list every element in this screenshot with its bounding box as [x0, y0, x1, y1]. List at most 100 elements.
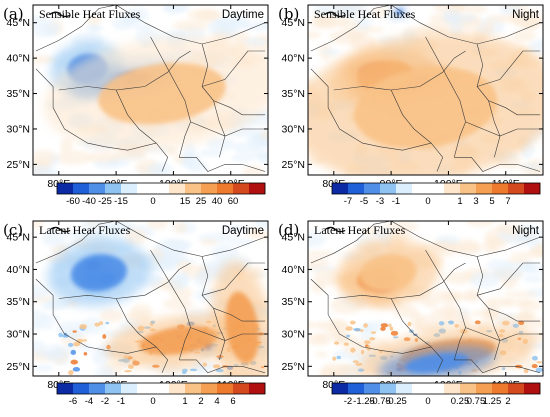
- y-tick-label: 40°N: [7, 53, 30, 65]
- field-speckle: [334, 341, 340, 345]
- field-speckle: [389, 326, 394, 331]
- lake-outline: [49, 226, 71, 233]
- panel-c: 80°E90°E100°E110°E45°N40°N35°N30°N25°N(c…: [3, 220, 269, 407]
- colorbar: -6 -4 -2 -1 0 1 2 4 6: [56, 382, 266, 407]
- field-speckle: [447, 321, 454, 324]
- field-wash: [512, 29, 537, 42]
- colorbar-label: 4: [214, 396, 219, 407]
- field-speckle: [454, 324, 459, 328]
- y-tick-label: 40°N: [7, 264, 30, 276]
- field-speckle: [350, 347, 356, 353]
- field-speckle: [349, 320, 356, 325]
- y-tick-label: 40°N: [282, 264, 305, 276]
- field-wash: [182, 152, 201, 168]
- panel-title: Sensible Heat Fluxes: [314, 7, 416, 21]
- colorbar-label: -2: [344, 396, 352, 407]
- colorbar-swatch: [105, 183, 122, 194]
- field-wash: [463, 5, 488, 14]
- y-tick-label: 35°N: [7, 296, 30, 308]
- colorbar-swatch: [57, 383, 74, 394]
- field-speckle: [79, 323, 88, 330]
- field-wash: [33, 164, 55, 175]
- field-wash: [310, 18, 340, 30]
- colorbar-label: 1: [182, 396, 187, 407]
- field-speckle: [202, 362, 208, 367]
- boundary-line: [35, 221, 266, 264]
- field-speckle: [215, 368, 224, 373]
- field-wash: [199, 149, 223, 157]
- colorbar-label: 0.75: [467, 396, 486, 407]
- field-wash: [206, 137, 236, 151]
- field-speckle: [332, 356, 337, 361]
- colorbar-label: 0: [150, 196, 155, 207]
- field-wash: [33, 55, 56, 64]
- colorbar-swatch: [217, 383, 234, 394]
- boundary-line: [150, 249, 191, 360]
- field-wash: [230, 153, 256, 162]
- boundary-line: [213, 100, 226, 158]
- colorbar-label: -2: [101, 396, 109, 407]
- field-wash: [453, 242, 482, 256]
- boundaries: [35, 5, 266, 172]
- colorbar-swatch: [137, 383, 154, 394]
- colorbar-swatch: [364, 183, 381, 194]
- boundary-line: [202, 50, 266, 87]
- boundary-line: [425, 36, 466, 158]
- boundary-line: [179, 157, 266, 172]
- field-wash: [308, 231, 326, 248]
- field-wash: [33, 310, 48, 326]
- field-feature-core: [70, 254, 127, 291]
- panel-letter: (b): [278, 5, 299, 23]
- colorbar-swatch: [412, 183, 429, 194]
- field-feature-core: [139, 325, 219, 356]
- field-wash: [162, 298, 194, 310]
- field-speckle: [363, 323, 368, 328]
- field-speckle: [380, 323, 389, 328]
- field-speckle: [336, 355, 341, 360]
- field-wash: [517, 264, 543, 274]
- boundary-line: [488, 100, 501, 158]
- panel-title: Latent Heat Fluxes: [39, 223, 131, 237]
- y-tick-label: 30°N: [7, 329, 30, 341]
- colorbar-swatch: [524, 383, 541, 394]
- field-wash: [99, 308, 124, 323]
- boundary-line: [390, 298, 432, 348]
- colorbar-label: -4: [85, 396, 93, 407]
- colorbar-label: 1.25: [483, 396, 502, 407]
- field-wash: [495, 222, 521, 234]
- field-wash: [227, 238, 255, 245]
- boundary-line: [115, 89, 157, 144]
- field-wash: [167, 274, 189, 291]
- field-wash: [251, 151, 268, 159]
- field-speckle: [536, 361, 543, 364]
- field-layer: [33, 5, 268, 175]
- field-speckle: [182, 371, 187, 374]
- field-wash: [80, 317, 107, 335]
- panel-period: Daytime: [222, 9, 264, 21]
- field-layer: [308, 5, 543, 175]
- field-wash: [242, 165, 265, 175]
- field-feature-core: [360, 254, 417, 291]
- colorbar-label: 7: [505, 196, 510, 207]
- y-tick-label: 30°N: [7, 123, 30, 135]
- field-wash: [517, 310, 532, 323]
- boundary-line: [454, 157, 541, 172]
- colorbar-swatch: [492, 383, 509, 394]
- boundary-line: [477, 262, 541, 296]
- panel-letter: (c): [3, 221, 23, 239]
- boundary-line: [213, 308, 226, 360]
- field-speckle: [70, 349, 77, 355]
- boundary-line: [202, 262, 266, 296]
- field-speckle: [83, 339, 87, 342]
- field-wash: [409, 311, 424, 329]
- colorbar-swatch: [380, 383, 397, 394]
- map-frame: [32, 4, 269, 176]
- panel-period: Night: [512, 225, 540, 237]
- field-speckle: [58, 332, 63, 338]
- colorbar-label: 6: [230, 396, 235, 407]
- field-speckle: [474, 320, 481, 325]
- field-speckle: [380, 326, 386, 331]
- field-speckle: [83, 352, 88, 356]
- boundaries: [310, 221, 541, 374]
- field-wash: [249, 231, 268, 240]
